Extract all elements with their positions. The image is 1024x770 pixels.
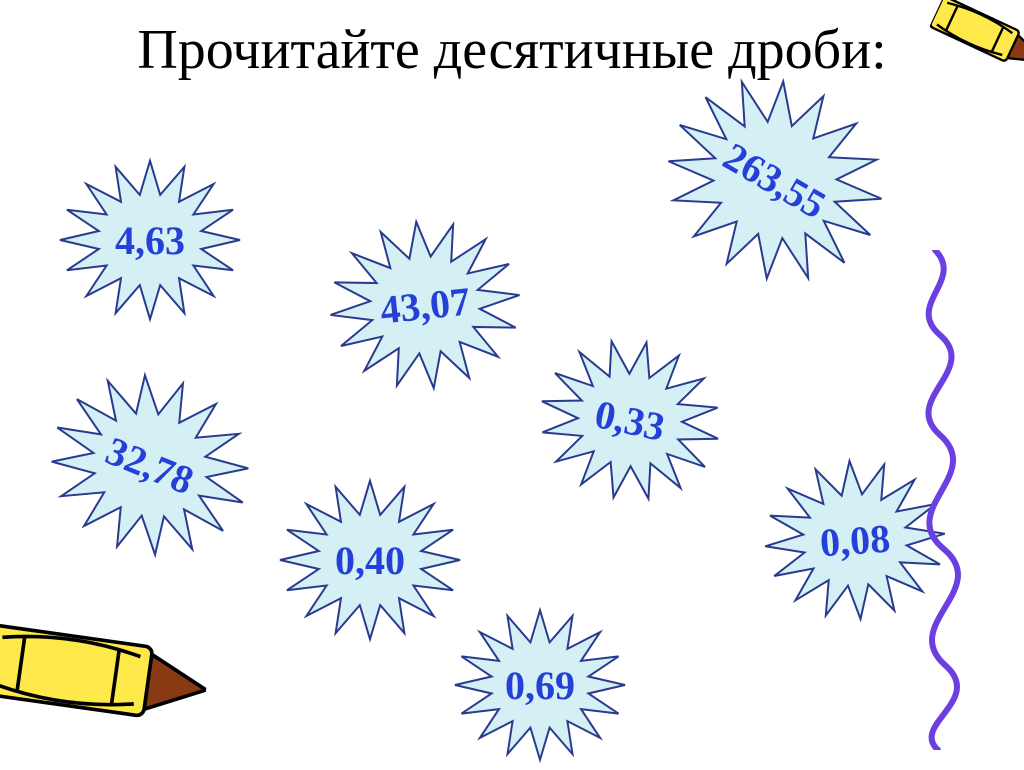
burst-value-5: 0,40 xyxy=(335,537,405,584)
burst-3: 0,33 xyxy=(504,309,757,531)
burst-value-0: 4,63 xyxy=(115,217,185,264)
burst-value-7: 0,69 xyxy=(505,662,575,709)
burst-2: 43,07 xyxy=(301,198,550,411)
burst-4: 32,78 xyxy=(6,329,294,601)
burst-value-2: 43,07 xyxy=(378,277,472,333)
crayon-bottom-left xyxy=(0,610,213,769)
crayon-squiggle-line xyxy=(870,250,1000,750)
page-title: Прочитайте десятичные дроби: xyxy=(62,20,962,82)
burst-7: 0,69 xyxy=(430,600,650,770)
burst-0: 4,63 xyxy=(45,150,255,330)
